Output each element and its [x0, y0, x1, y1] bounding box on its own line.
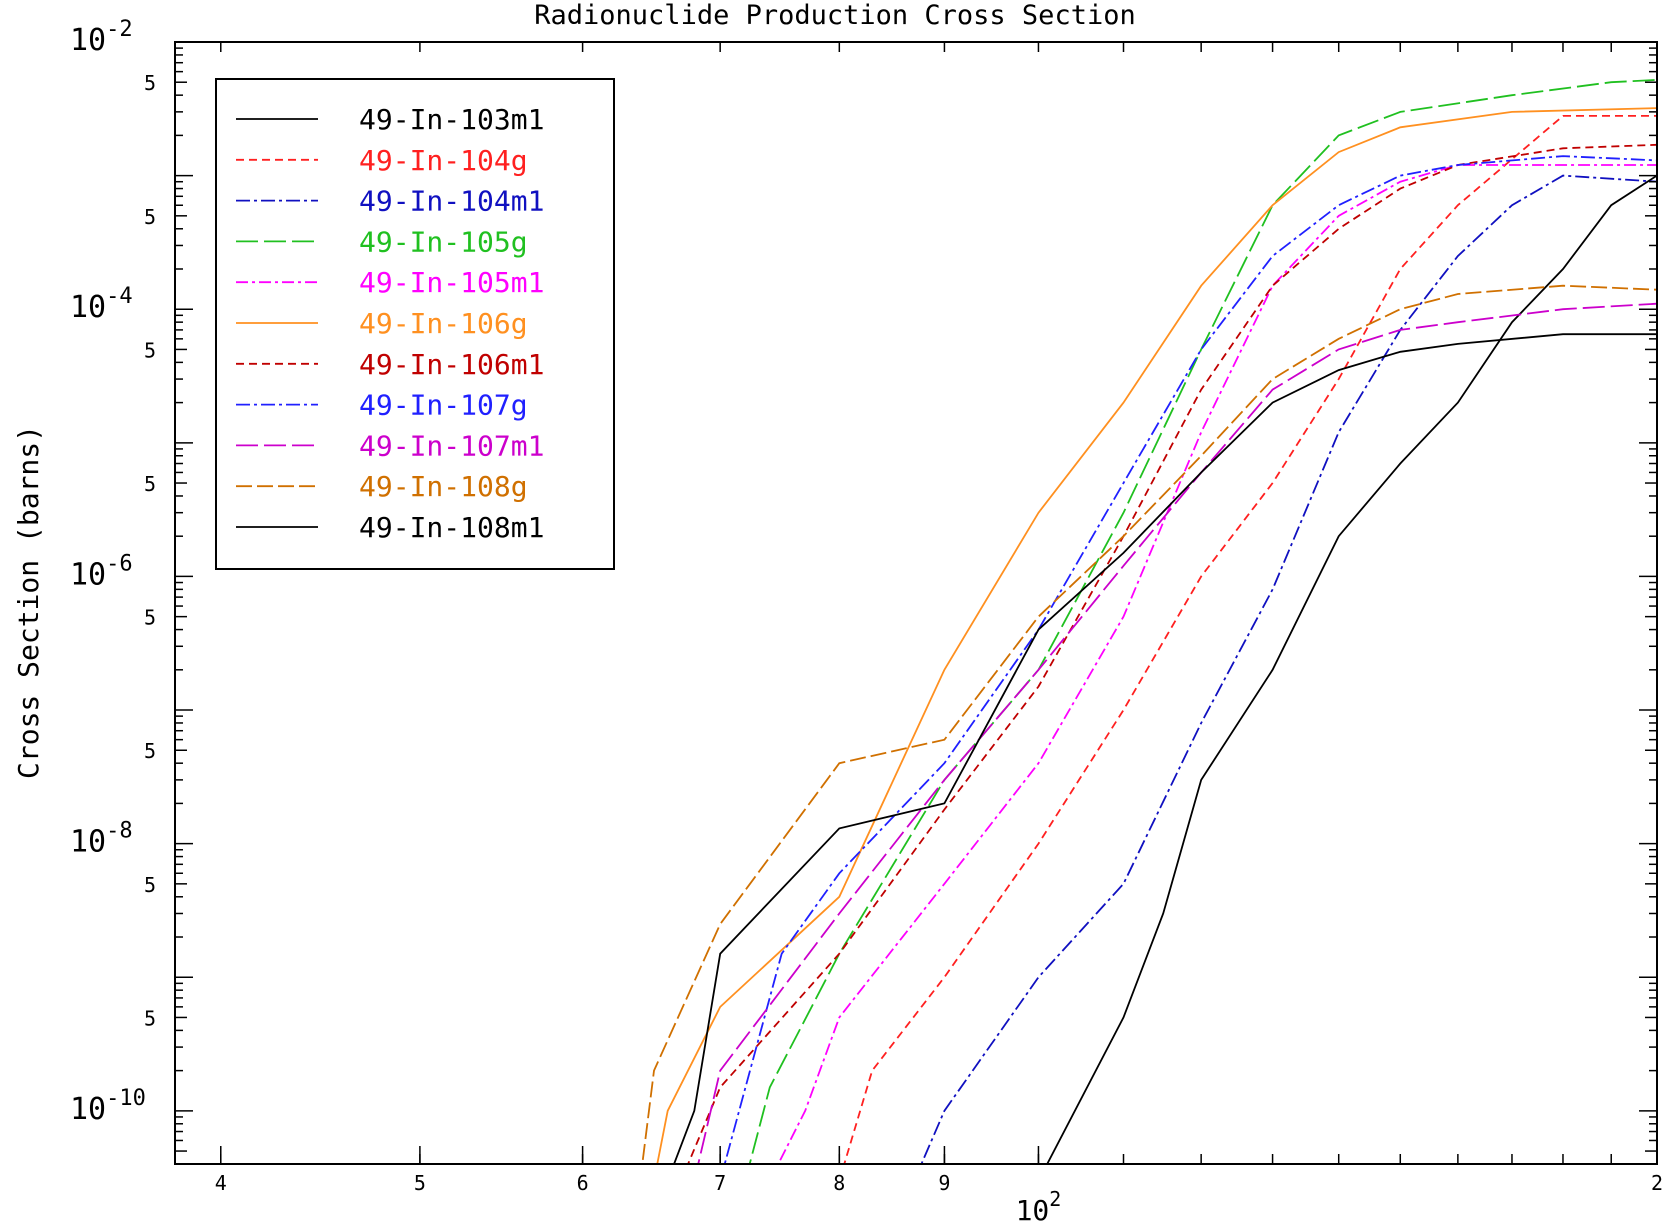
legend-label: 49-In-108g — [359, 470, 528, 503]
chart-title: Radionuclide Production Cross Section — [534, 0, 1135, 31]
legend-label: 49-In-104g — [359, 144, 528, 177]
legend-label: 49-In-105m1 — [359, 266, 544, 299]
x-tick-label: 2 — [1651, 1171, 1663, 1195]
axes-layer: 4 5 6 7 8 9 102 2 10-2 10-4 10-6 10-8 10-10 5 5 5 5 5 5 5 5 — [70, 17, 1663, 1225]
x-tick-label: 102 — [1016, 1187, 1062, 1225]
x-tick-label: 9 — [938, 1171, 950, 1195]
legend-label: 49-In-103m1 — [359, 103, 544, 136]
y-axis-label: Cross Section (barns) — [12, 425, 45, 779]
series-line-4 — [748, 79, 1657, 1164]
series-line-7 — [687, 143, 1657, 1164]
legend-label: 49-In-108m1 — [359, 511, 544, 544]
legend-label: 49-In-105g — [359, 225, 528, 258]
series-line-10 — [641, 284, 1657, 1164]
y-major-label: 10-2 — [70, 17, 133, 58]
legend-label: 49-In-104m1 — [359, 185, 544, 218]
series-line-1 — [1046, 174, 1657, 1164]
y-major-label: 10-8 — [70, 819, 133, 860]
y-minor-label: 5 — [144, 1006, 156, 1030]
x-tick-label: 4 — [215, 1171, 227, 1195]
legend-label: 49-In-107g — [359, 389, 528, 422]
y-minor-label: 5 — [144, 472, 156, 496]
series-line-6 — [656, 107, 1657, 1164]
series-line-2 — [843, 115, 1657, 1164]
series-line-5 — [777, 164, 1657, 1164]
y-major-label: 10-6 — [70, 551, 133, 592]
y-minor-label: 5 — [144, 205, 156, 229]
legend-label: 49-In-107m1 — [359, 429, 544, 462]
series-line-9 — [697, 302, 1657, 1164]
y-minor-label: 5 — [144, 71, 156, 95]
y-major-label: 10-4 — [70, 284, 133, 325]
y-minor-label: 5 — [144, 606, 156, 630]
series-layer — [641, 79, 1657, 1164]
x-tick-label: 7 — [714, 1171, 726, 1195]
series-line-3 — [920, 174, 1657, 1164]
series-line-11 — [673, 333, 1657, 1164]
y-major-label: 10-10 — [70, 1086, 146, 1127]
legend: 49-In-103m1 49-In-104g 49-In-104m1 49-In-10… — [215, 78, 615, 570]
x-tick-label: 8 — [833, 1171, 845, 1195]
legend-label: 49-In-106m1 — [359, 348, 544, 381]
y-minor-label: 5 — [144, 739, 156, 763]
x-tick-label: 6 — [577, 1171, 589, 1195]
plot-frame — [174, 41, 1658, 1165]
series-line-8 — [723, 155, 1657, 1164]
x-tick-label: 5 — [414, 1171, 426, 1195]
y-minor-label: 5 — [144, 338, 156, 362]
y-minor-label: 5 — [144, 873, 156, 897]
legend-label: 49-In-106g — [359, 307, 528, 340]
